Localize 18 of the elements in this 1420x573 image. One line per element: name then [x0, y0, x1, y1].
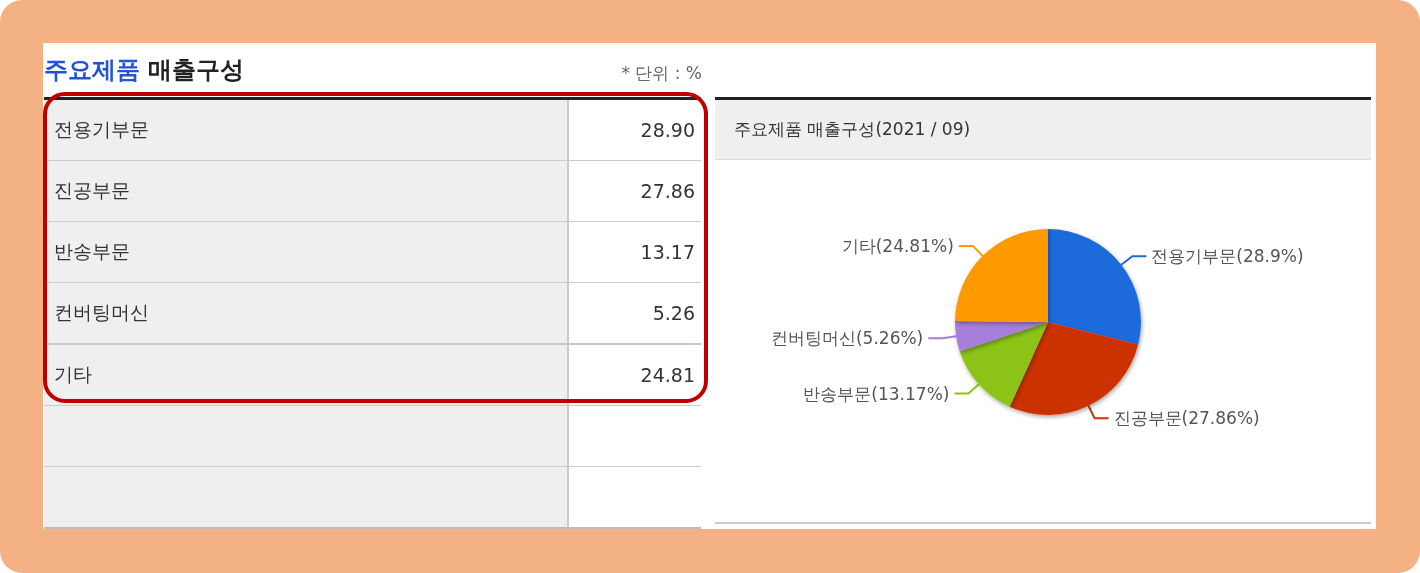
slice-label: 전용기부문(28.9%)	[1151, 246, 1304, 267]
category-label: 전용기부문	[44, 100, 569, 160]
category-label: 컨버팅머신	[44, 283, 569, 343]
category-label: 진공부문	[44, 161, 569, 221]
text: 24.81	[640, 364, 695, 386]
text: 27.86	[640, 180, 695, 202]
slice-label: 컨버팅머신(5.26%)	[770, 328, 924, 349]
slice-label: 기타(24.81%)	[841, 235, 954, 256]
slice-label: 반송부문(13.17%)	[803, 383, 950, 404]
text: 13.17	[640, 241, 695, 263]
text: 5.26	[652, 302, 695, 324]
category-label: 반송부문	[44, 222, 569, 282]
text: 28.90	[640, 119, 695, 141]
text: 주요제품 매출구성	[44, 56, 245, 84]
slice-label: 진공부문(27.86%)	[1113, 408, 1260, 429]
text: * 단위 : %	[621, 62, 702, 85]
chart-title: 주요제품 매출구성(2021 / 09)	[715, 100, 1371, 160]
category-label: 기타	[44, 345, 569, 405]
